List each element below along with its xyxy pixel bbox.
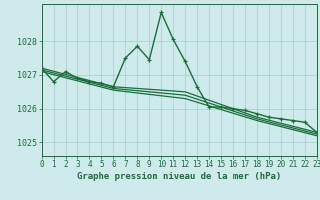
X-axis label: Graphe pression niveau de la mer (hPa): Graphe pression niveau de la mer (hPa): [77, 172, 281, 181]
